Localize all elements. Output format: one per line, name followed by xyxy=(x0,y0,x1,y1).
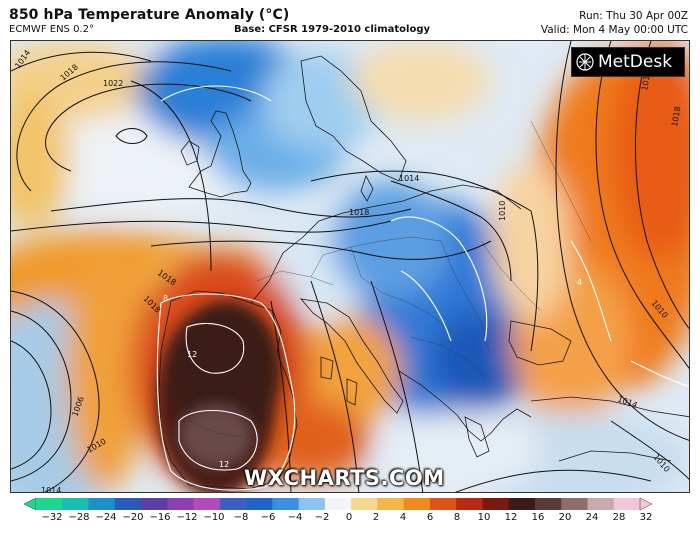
run-label: Run: Thu 30 Apr 00Z xyxy=(579,10,688,22)
colorbar-segment xyxy=(141,498,168,510)
colorbar-min-arrow xyxy=(24,498,37,510)
colorbar-segment xyxy=(534,498,562,510)
pressure-label: 1018 xyxy=(670,106,682,128)
colorbar-segment xyxy=(613,498,641,510)
pressure-label: 1022 xyxy=(103,79,123,88)
anomaly-contours xyxy=(156,85,689,491)
colorbar-tick-label: −28 xyxy=(68,512,90,523)
colorbar-ticks: −32 −28 −24 −20 −16 −12 −10 −8 −6 −4 −2 0 2 4 6 8 10 12 16… xyxy=(0,512,700,530)
anomaly-label: 4 xyxy=(577,278,582,287)
metdesk-logo: MetDesk xyxy=(571,47,685,77)
colorbar-tick-label: −16 xyxy=(149,512,171,523)
colorbar-segment xyxy=(62,498,90,510)
isobars xyxy=(11,41,689,492)
colorbar-tick-label: −2 xyxy=(314,512,330,523)
colorbar-tick-label: −6 xyxy=(260,512,276,523)
pressure-label: 1014 xyxy=(41,486,61,493)
colorbar-segment xyxy=(456,498,483,510)
colorbar-tick-label: −10 xyxy=(203,512,225,523)
colorbar-tick-label: 16 xyxy=(531,512,545,523)
pressure-label: 1010 xyxy=(498,201,507,221)
map-canvas: 1014 1018 1022 1018 1014 1018 1010 1018 … xyxy=(11,41,689,493)
metdesk-logo-icon xyxy=(576,53,594,71)
colorbar-segment xyxy=(587,498,615,510)
colorbar-segment xyxy=(429,498,457,510)
colorbar-segment xyxy=(88,498,116,510)
colorbar-segment xyxy=(561,498,588,510)
chart-title: 850 hPa Temperature Anomaly (°C) xyxy=(9,7,290,23)
anomaly-label: 12 xyxy=(187,350,197,359)
anomaly-label: 12 xyxy=(219,460,229,469)
colorbar-tick-label: −24 xyxy=(95,512,117,523)
colorbar-segment xyxy=(298,498,326,510)
anomaly-label: 8 xyxy=(163,294,168,303)
colorbar-tick-label: −8 xyxy=(233,512,249,523)
colorbar-tick-label: 24 xyxy=(585,512,599,523)
colorbar-tick-label: 32 xyxy=(639,512,653,523)
colorbar-tick-label: 28 xyxy=(612,512,626,523)
colorbar-segment xyxy=(377,498,405,510)
colorbar-tick-label: 4 xyxy=(399,512,407,523)
colorbar-tick-label: −20 xyxy=(122,512,144,523)
colorbar-tick-label: 12 xyxy=(504,512,518,523)
colorbar-segment xyxy=(272,498,300,510)
watermark: WXCHARTS.COM xyxy=(244,466,445,490)
colorbar-segment xyxy=(36,498,63,510)
header: 850 hPa Temperature Anomaly (°C) ECMWF E… xyxy=(0,0,700,40)
colorbar-tick-label: −12 xyxy=(176,512,198,523)
anomaly-core xyxy=(156,301,281,492)
colorbar-segment xyxy=(482,498,510,510)
logo-text: MetDesk xyxy=(598,52,673,72)
colorbar-tick-label: 10 xyxy=(477,512,491,523)
colorbar-tick-label: 0 xyxy=(345,512,353,523)
pressure-label: 1014 xyxy=(399,174,419,183)
colorbar-segment xyxy=(351,498,378,510)
colorbar-segment xyxy=(324,498,352,510)
colorbar-tick-label: 2 xyxy=(372,512,380,523)
colorbar-max-arrow xyxy=(639,498,652,510)
base-label: Base: CFSR 1979-2010 climatology xyxy=(234,24,431,35)
anomaly-map: 1014 1018 1022 1018 1014 1018 1010 1018 … xyxy=(10,40,690,493)
colorbar xyxy=(24,498,652,510)
colorbar-segment xyxy=(114,498,142,510)
colorbar-segment xyxy=(167,498,195,510)
colorbar-tick-label: −32 xyxy=(41,512,63,523)
colorbar-segment xyxy=(508,498,536,510)
colorbar-segment xyxy=(403,498,431,510)
colorbar-segment xyxy=(219,498,247,510)
coastlines xyxy=(158,55,689,490)
model-label: ECMWF ENS 0.2° xyxy=(9,24,94,35)
anomaly-labels: 8 12 12 4 xyxy=(163,278,582,469)
colorbar-tick-label: 8 xyxy=(453,512,461,523)
borders xyxy=(188,120,592,438)
pressure-label: 1018 xyxy=(349,208,369,217)
colorbar-segment xyxy=(193,498,221,510)
colorbar-segment xyxy=(246,498,273,510)
colorbar-tick-label: 20 xyxy=(558,512,572,523)
colorbar-tick-label: −4 xyxy=(287,512,303,523)
colorbar-tick-label: 6 xyxy=(426,512,434,523)
valid-label: Valid: Mon 4 May 00:00 UTC xyxy=(540,24,688,36)
